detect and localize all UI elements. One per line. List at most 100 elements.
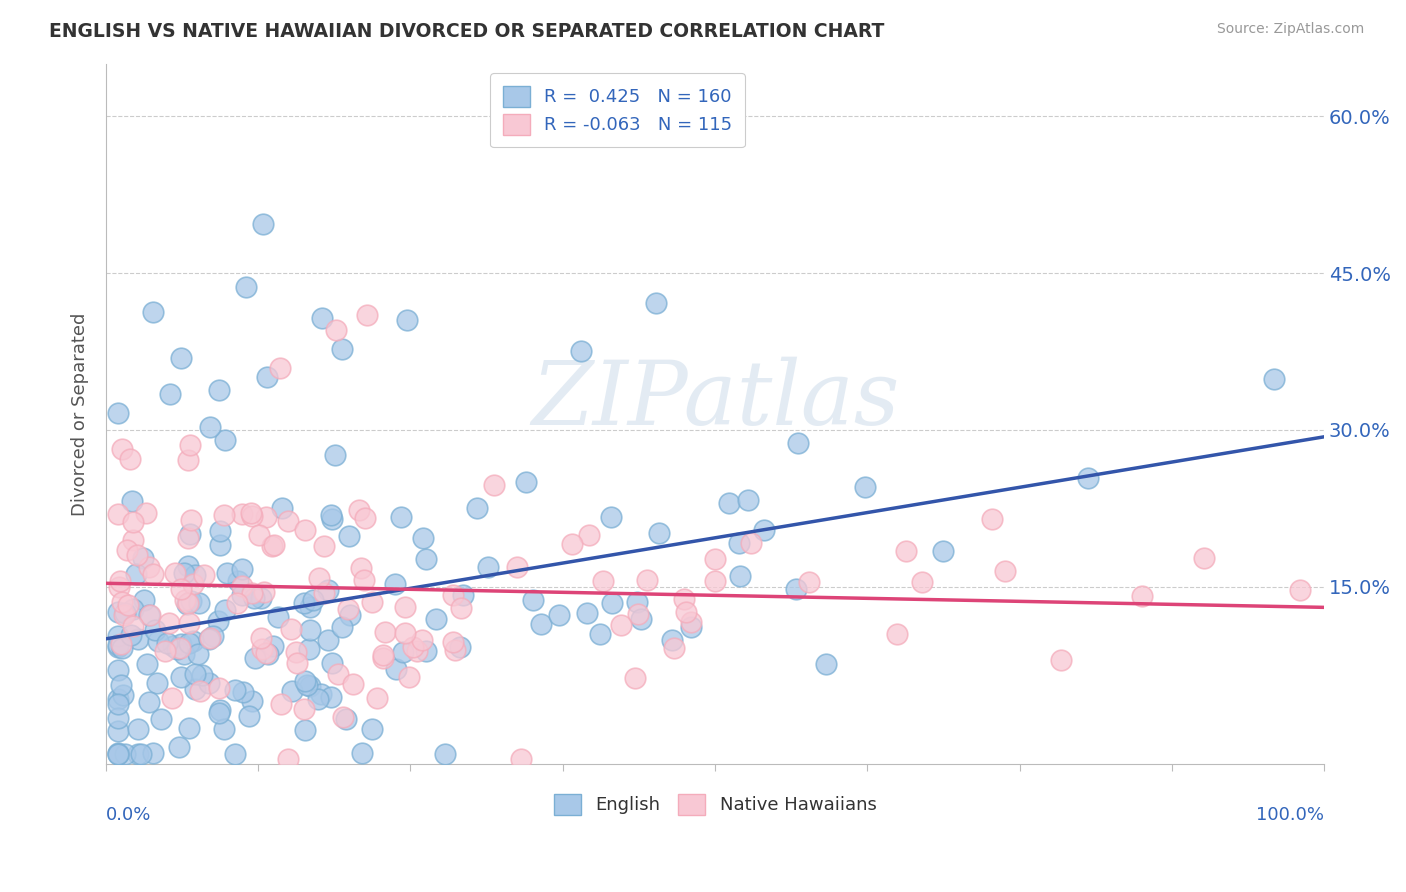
Point (510, 752, 533, 766)
Point (578, 528, 600, 542)
Point (530, 616, 553, 631)
Point (294, 674, 316, 689)
Point (179, 438, 201, 452)
Point (515, 475, 537, 489)
Point (981, 512, 1004, 526)
Point (356, 308, 378, 322)
Point (107, 697, 129, 711)
Point (316, 633, 339, 648)
Point (522, 593, 544, 607)
Point (198, 420, 221, 434)
Point (321, 512, 343, 526)
Point (548, 607, 571, 622)
Point (588, 627, 610, 641)
Text: Source: ZipAtlas.com: Source: ZipAtlas.com (1216, 22, 1364, 37)
Point (360, 723, 382, 737)
Point (394, 626, 416, 640)
Point (177, 597, 200, 611)
Point (610, 617, 633, 632)
Point (371, 650, 394, 665)
Point (226, 574, 249, 589)
Point (294, 523, 316, 537)
Point (350, 561, 373, 575)
Point (277, 752, 299, 766)
Point (224, 747, 246, 761)
Point (415, 551, 437, 566)
Point (754, 523, 776, 537)
Point (181, 577, 204, 591)
Point (299, 599, 322, 614)
Point (243, 651, 266, 665)
Point (121, 619, 143, 633)
Point (337, 602, 360, 616)
Point (371, 648, 394, 663)
Point (292, 596, 315, 610)
Text: 0.0%: 0.0% (105, 806, 152, 824)
Point (170, 637, 193, 651)
Point (637, 573, 659, 587)
Point (146, 676, 169, 690)
Point (662, 641, 685, 656)
Point (384, 662, 406, 676)
Point (177, 615, 200, 630)
Point (645, 296, 668, 310)
Point (170, 670, 193, 684)
Point (181, 633, 204, 648)
Point (149, 712, 172, 726)
Point (214, 433, 236, 447)
Point (886, 627, 908, 641)
Point (250, 631, 273, 645)
Point (312, 586, 335, 600)
Point (894, 544, 917, 558)
Point (247, 527, 270, 541)
Point (201, 629, 224, 643)
Point (592, 574, 614, 588)
Point (188, 683, 211, 698)
Point (173, 566, 195, 581)
Point (444, 643, 467, 657)
Point (626, 595, 648, 609)
Point (443, 634, 465, 648)
Point (166, 642, 188, 657)
Point (249, 591, 271, 605)
Point (302, 593, 325, 607)
Point (224, 682, 246, 697)
Point (354, 511, 377, 525)
Point (107, 629, 129, 643)
Point (177, 559, 200, 574)
Point (138, 607, 160, 622)
Point (173, 647, 195, 661)
Point (179, 636, 201, 650)
Point (257, 647, 280, 661)
Point (270, 698, 292, 712)
Text: ENGLISH VS NATIVE HAWAIIAN DIVORCED OR SEPARATED CORRELATION CHART: ENGLISH VS NATIVE HAWAIIAN DIVORCED OR S… (49, 22, 884, 41)
Point (318, 582, 340, 597)
Point (235, 280, 257, 294)
Point (799, 574, 821, 589)
Point (298, 623, 321, 637)
Point (425, 612, 447, 626)
Point (441, 588, 464, 602)
Point (122, 601, 145, 615)
Point (240, 585, 263, 599)
Point (127, 747, 149, 761)
Point (1050, 653, 1073, 667)
Point (117, 598, 139, 612)
Point (366, 690, 388, 705)
Point (118, 451, 141, 466)
Point (389, 510, 412, 524)
Point (180, 594, 202, 608)
Point (209, 703, 232, 717)
Point (252, 217, 274, 231)
Text: ZIPatlas: ZIPatlas (531, 357, 900, 443)
Point (681, 619, 703, 633)
Point (122, 516, 145, 530)
Point (737, 493, 759, 508)
Point (330, 343, 353, 357)
Point (177, 452, 200, 467)
Point (197, 675, 219, 690)
Point (292, 702, 315, 716)
Point (111, 688, 134, 702)
Point (191, 668, 214, 682)
Point (177, 531, 200, 545)
